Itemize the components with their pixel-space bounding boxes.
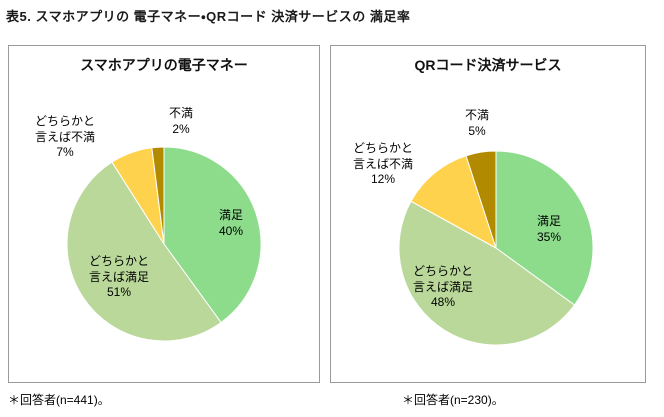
pie-slice [410, 155, 497, 250]
slice-label-satisfied: 満足 40% [205, 208, 257, 239]
slice-label-text: どちらかと言えば満足 [412, 264, 473, 294]
slice-label-text: どちらかと言えば不満 [34, 114, 95, 144]
slice-pct-text: 48% [430, 295, 456, 310]
slice-pct-text: 2% [172, 121, 190, 136]
slice-label-somewhat-satisfied: どちらかと言えば満足 51% [87, 254, 151, 301]
pie-svg [398, 150, 594, 346]
slice-label-text: 満足 [536, 214, 561, 228]
footnote-emoney: ＊回答者(n=441)。 [8, 393, 110, 407]
slice-pct-text: 51% [106, 285, 132, 300]
slice-label-somewhat-dissatisfied: どちらかと言えば不満 7% [33, 114, 97, 161]
slice-label-satisfied: 満足 35% [523, 214, 575, 245]
pie-chart-emoney [64, 144, 264, 344]
pie-slice [163, 146, 262, 324]
slice-label-somewhat-satisfied: どちらかと言えば満足 48% [411, 264, 475, 311]
chart-panel-qr: QRコード決済サービス 不満 5% どちらかと言えば不満 12% 満足 35% … [330, 45, 646, 383]
page-title: 表5. スマホアプリの 電子マネー・QRコード 決済サービスの 満足率 [6, 9, 411, 24]
slice-label-text: どちらかと言えば満足 [88, 254, 149, 284]
slice-label-dissatisfied: 不満 2% [157, 106, 205, 137]
slice-label-text: 不満 [464, 108, 489, 122]
chart-title-qr: QRコード決済サービス [414, 57, 562, 73]
slice-pct-text: 40% [218, 223, 244, 238]
slice-label-text: 不満 [168, 106, 193, 120]
slice-pct-text: 12% [370, 172, 396, 187]
pie-chart-qr [396, 148, 596, 348]
pie-slice [151, 146, 165, 245]
chart-panel-emoney: スマホアプリの電子マネー 不満 2% どちらかと言えば不満 7% 満足 40% … [8, 45, 320, 383]
pie-slice [66, 161, 222, 342]
slice-pct-text: 7% [56, 145, 74, 160]
slice-label-dissatisfied: 不満 5% [453, 108, 501, 139]
chart-title-emoney: スマホアプリの電子マネー [80, 57, 248, 73]
slice-label-somewhat-dissatisfied: どちらかと言えば不満 12% [351, 141, 415, 188]
pie-slice [495, 150, 594, 306]
slice-pct-text: 35% [536, 229, 562, 244]
footnote-qr: ＊回答者(n=230)。 [402, 393, 504, 407]
slice-label-text: どちらかと言えば不満 [352, 141, 413, 171]
pie-slice [465, 150, 497, 249]
pie-svg [66, 146, 262, 342]
slice-pct-text: 5% [468, 123, 486, 138]
slice-label-text: 満足 [218, 208, 243, 222]
pie-slice [398, 200, 576, 346]
